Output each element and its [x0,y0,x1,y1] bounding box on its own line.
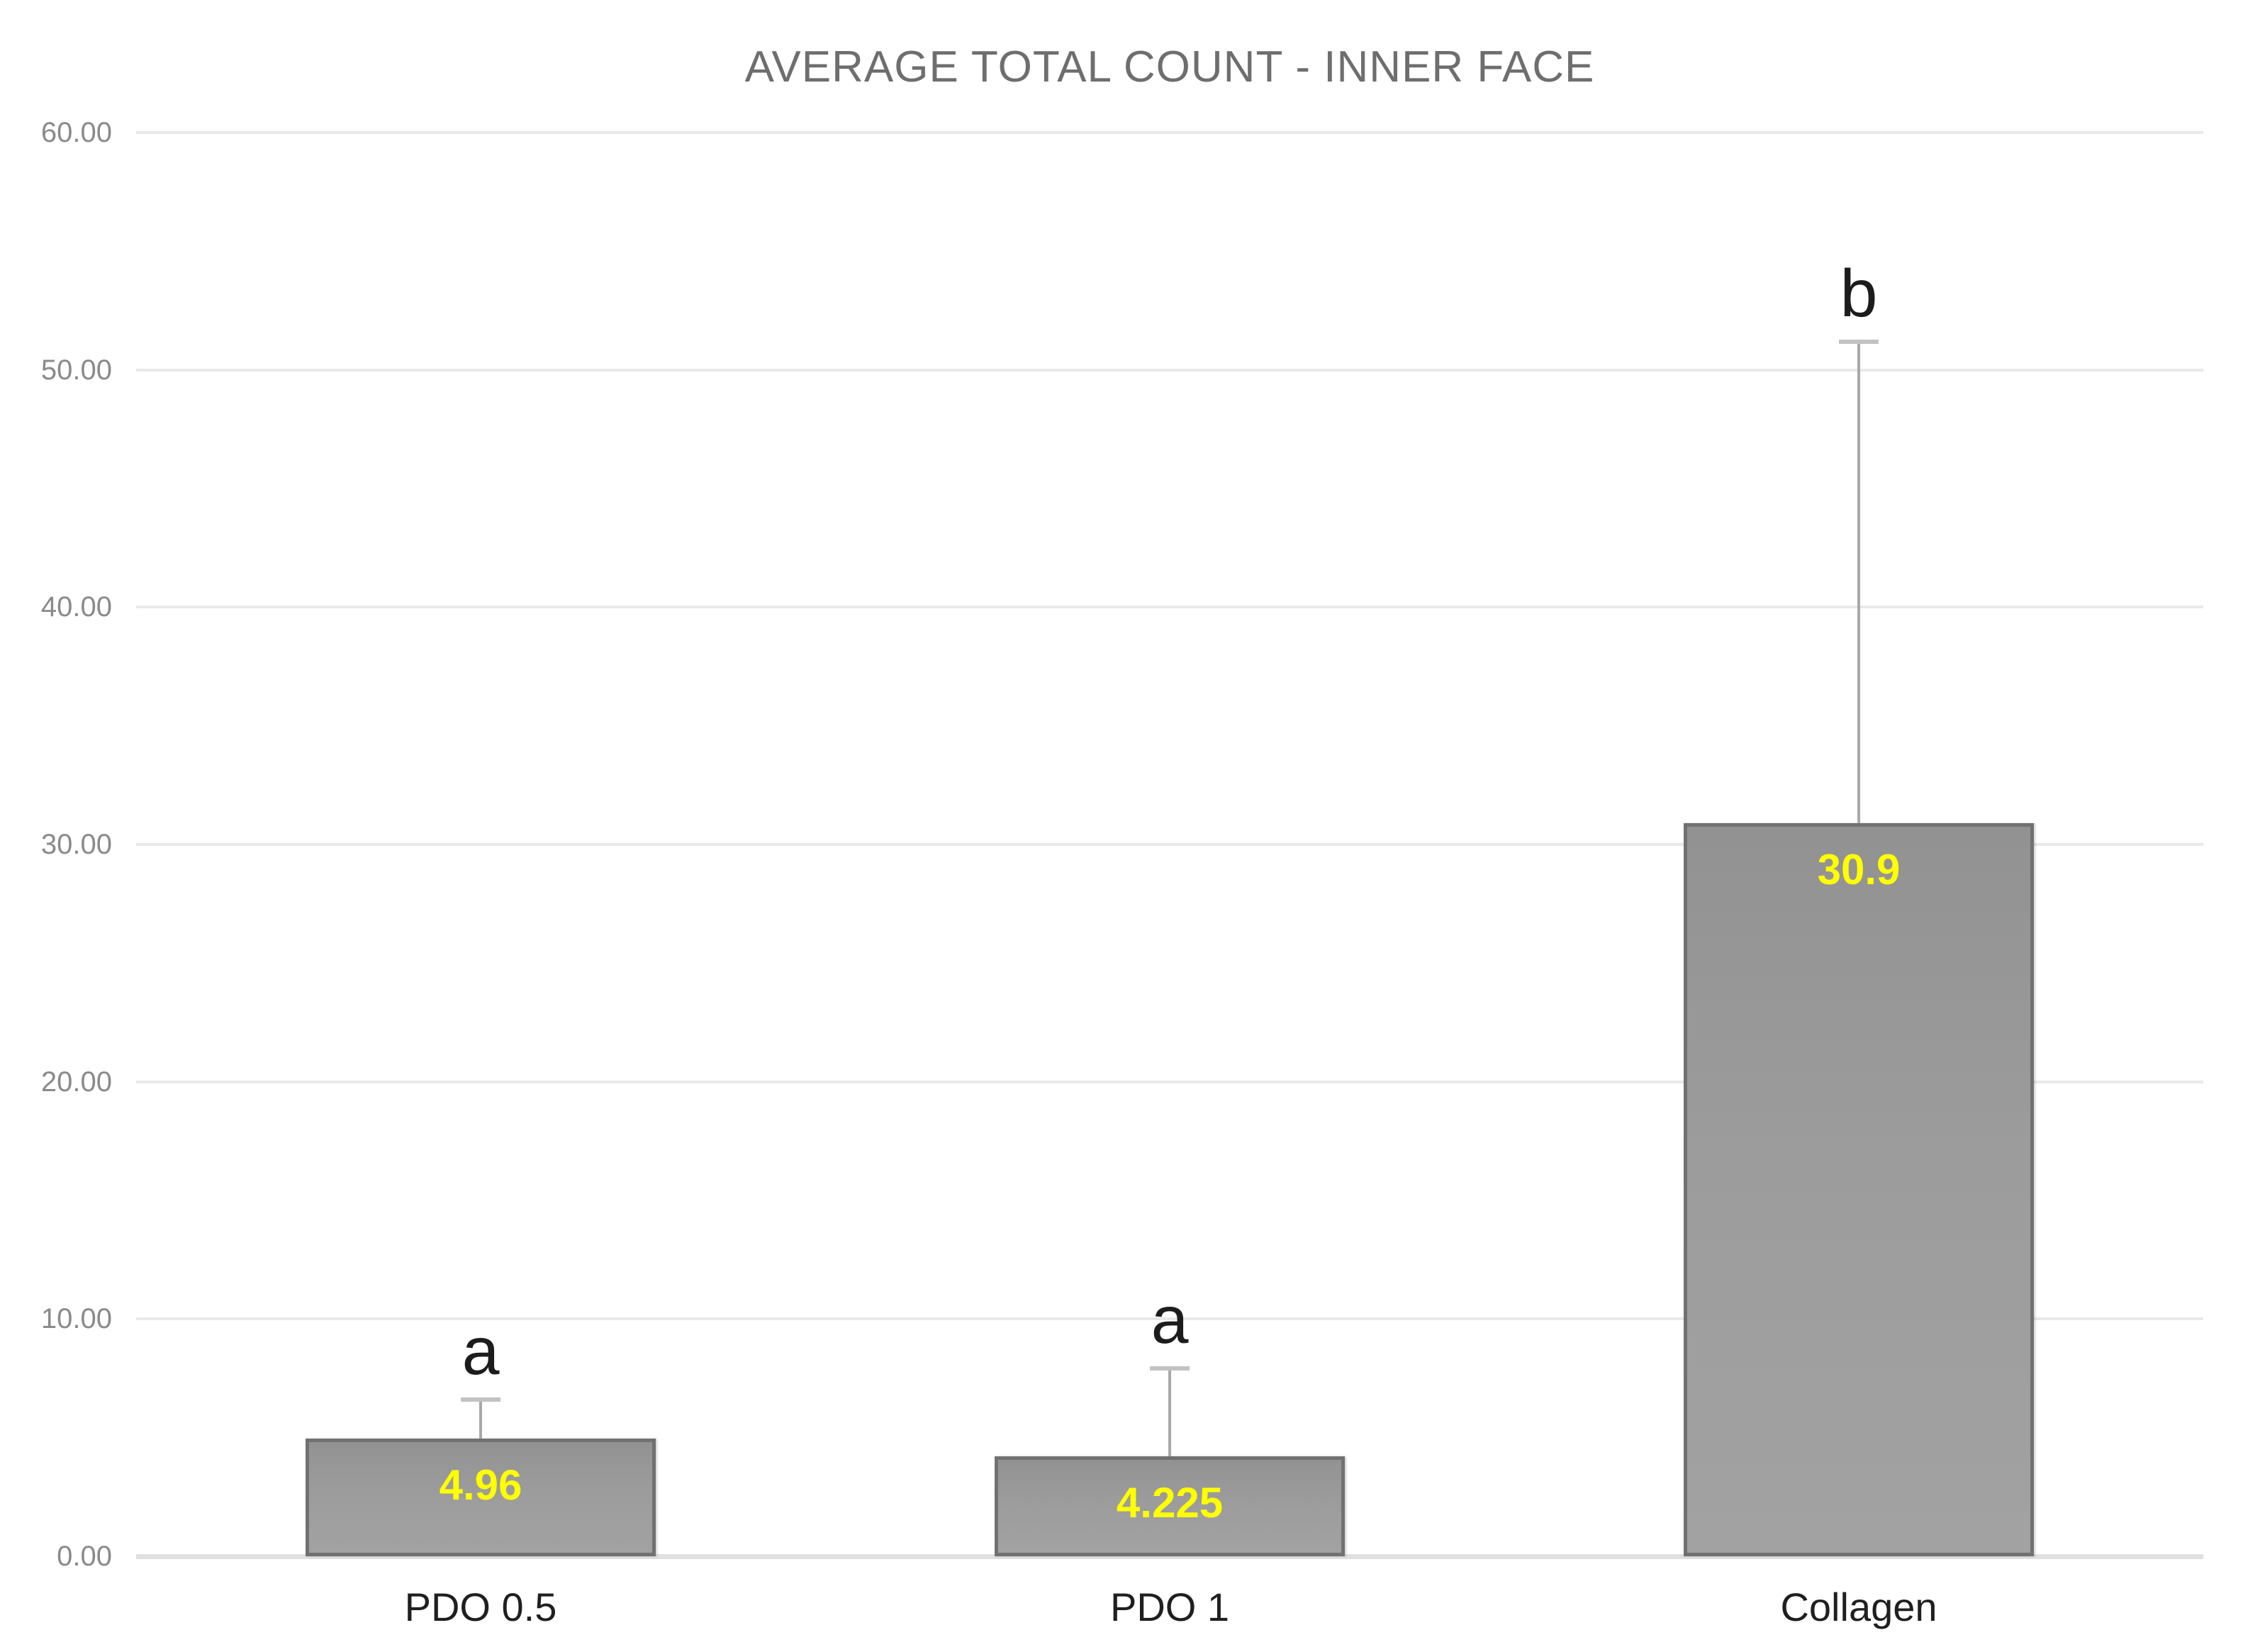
category-label-pdo-1: PDO 1 [1109,1585,1230,1629]
y-axis-tick-label: 50.00 [40,354,112,386]
bar-collagen: 30.9 [1684,822,2034,1556]
y-axis-tick-label: 40.00 [40,591,112,623]
bar-value-label: 4.96 [439,1461,522,1509]
significance-letter: a [1151,1283,1189,1358]
gridline [136,368,2203,372]
gridline [136,843,2203,846]
gridline [136,1317,2203,1321]
error-bar [479,1400,482,1439]
gridline [136,605,2203,609]
error-bar-cap [1839,339,1879,344]
significance-letter: a [462,1314,500,1390]
significance-letter: b [1840,255,1878,331]
gridline [136,131,2203,134]
y-axis-tick-label: 30.00 [40,829,112,860]
x-axis-baseline [136,1554,2203,1559]
chart-title: AVERAGE TOTAL COUNT - INNER FACE [744,43,1595,91]
bar-value-label: 4.225 [1116,1478,1224,1527]
gridline [136,1080,2203,1083]
bar-pdo-1: 4.225 [995,1456,1345,1556]
y-axis-tick-label: 60.00 [40,117,112,148]
error-bar-cap [1150,1366,1190,1371]
error-bar-cap [461,1397,500,1402]
error-bar [1168,1368,1171,1456]
category-label-pdo-0-5: PDO 0.5 [404,1585,557,1629]
bar-pdo-0-5: 4.96 [306,1439,656,1556]
category-label-collagen: Collagen [1780,1585,1937,1629]
y-axis-tick-label: 10.00 [40,1303,112,1335]
y-axis-tick-label: 0.00 [57,1541,112,1572]
error-bar [1857,341,1860,823]
y-axis-tick-label: 20.00 [40,1066,112,1098]
bar-value-label: 30.9 [1817,845,1901,893]
